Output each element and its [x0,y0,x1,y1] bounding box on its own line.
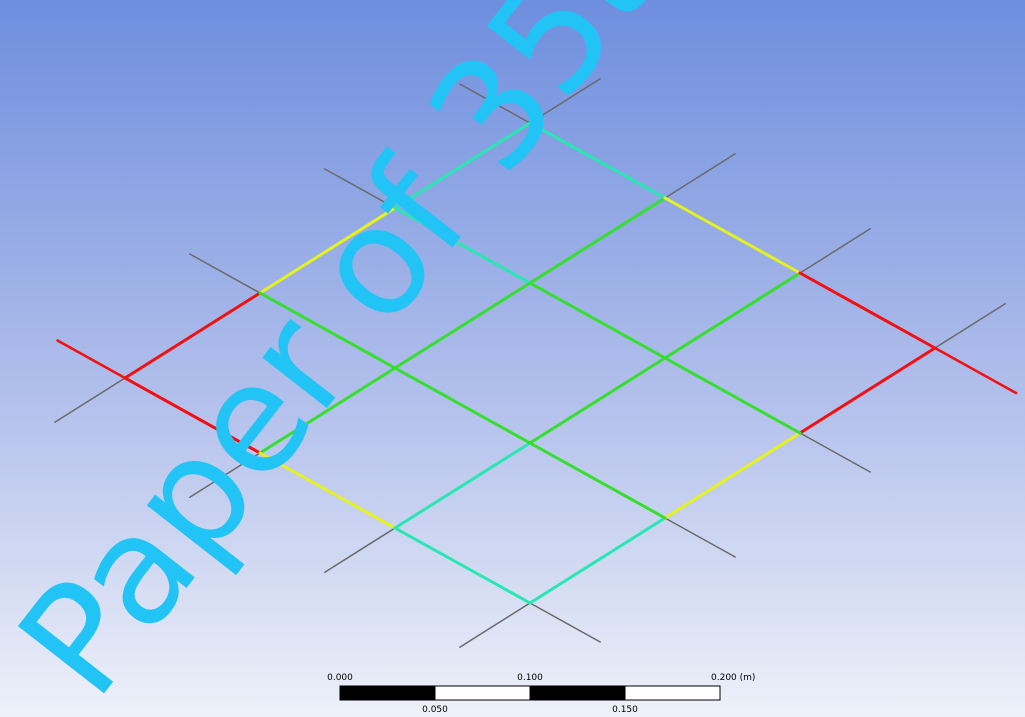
viewport: 0.000 0.100 0.200 (m) 0.050 0.150 Paper … [0,0,1025,717]
scale-label: 0.200 (m) [711,673,755,683]
scale-label: 0.100 [517,673,543,683]
scale-segment [530,686,625,700]
scale-segment [435,686,530,700]
scale-label: 0.000 [327,673,353,683]
scale-segment [340,686,435,700]
scale-label: 0.150 [612,705,638,715]
scale-label: 0.050 [422,705,448,715]
scale-segment [625,686,720,700]
